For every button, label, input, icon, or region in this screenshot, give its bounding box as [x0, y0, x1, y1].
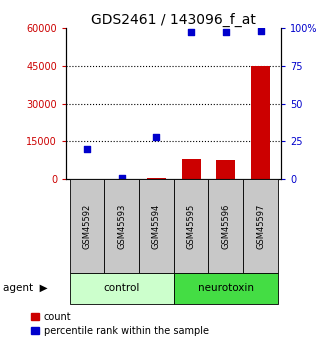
Point: [84, 146, 90, 152]
Bar: [216, 160, 235, 179]
Text: GSM45593: GSM45593: [117, 203, 126, 249]
FancyBboxPatch shape: [70, 179, 104, 273]
Text: GSM45592: GSM45592: [82, 203, 91, 249]
Bar: [147, 178, 166, 179]
Point: [223, 29, 228, 35]
Bar: [182, 159, 201, 179]
Text: GSM45596: GSM45596: [221, 203, 230, 249]
FancyBboxPatch shape: [139, 179, 174, 273]
Point: [119, 175, 124, 181]
FancyBboxPatch shape: [70, 273, 174, 304]
Text: GSM45594: GSM45594: [152, 203, 161, 249]
FancyBboxPatch shape: [174, 273, 278, 304]
Point: [154, 134, 159, 140]
Bar: [251, 66, 270, 179]
FancyBboxPatch shape: [174, 179, 209, 273]
FancyBboxPatch shape: [243, 179, 278, 273]
Text: GSM45597: GSM45597: [256, 203, 265, 249]
Title: GDS2461 / 143096_f_at: GDS2461 / 143096_f_at: [91, 12, 256, 27]
Point: [258, 28, 263, 33]
Legend: count, percentile rank within the sample: count, percentile rank within the sample: [31, 312, 209, 336]
Text: neurotoxin: neurotoxin: [198, 283, 254, 293]
Text: control: control: [104, 283, 140, 293]
FancyBboxPatch shape: [209, 179, 243, 273]
Text: agent  ▶: agent ▶: [3, 283, 48, 293]
FancyBboxPatch shape: [104, 179, 139, 273]
Point: [188, 29, 194, 35]
Text: GSM45595: GSM45595: [187, 203, 196, 249]
